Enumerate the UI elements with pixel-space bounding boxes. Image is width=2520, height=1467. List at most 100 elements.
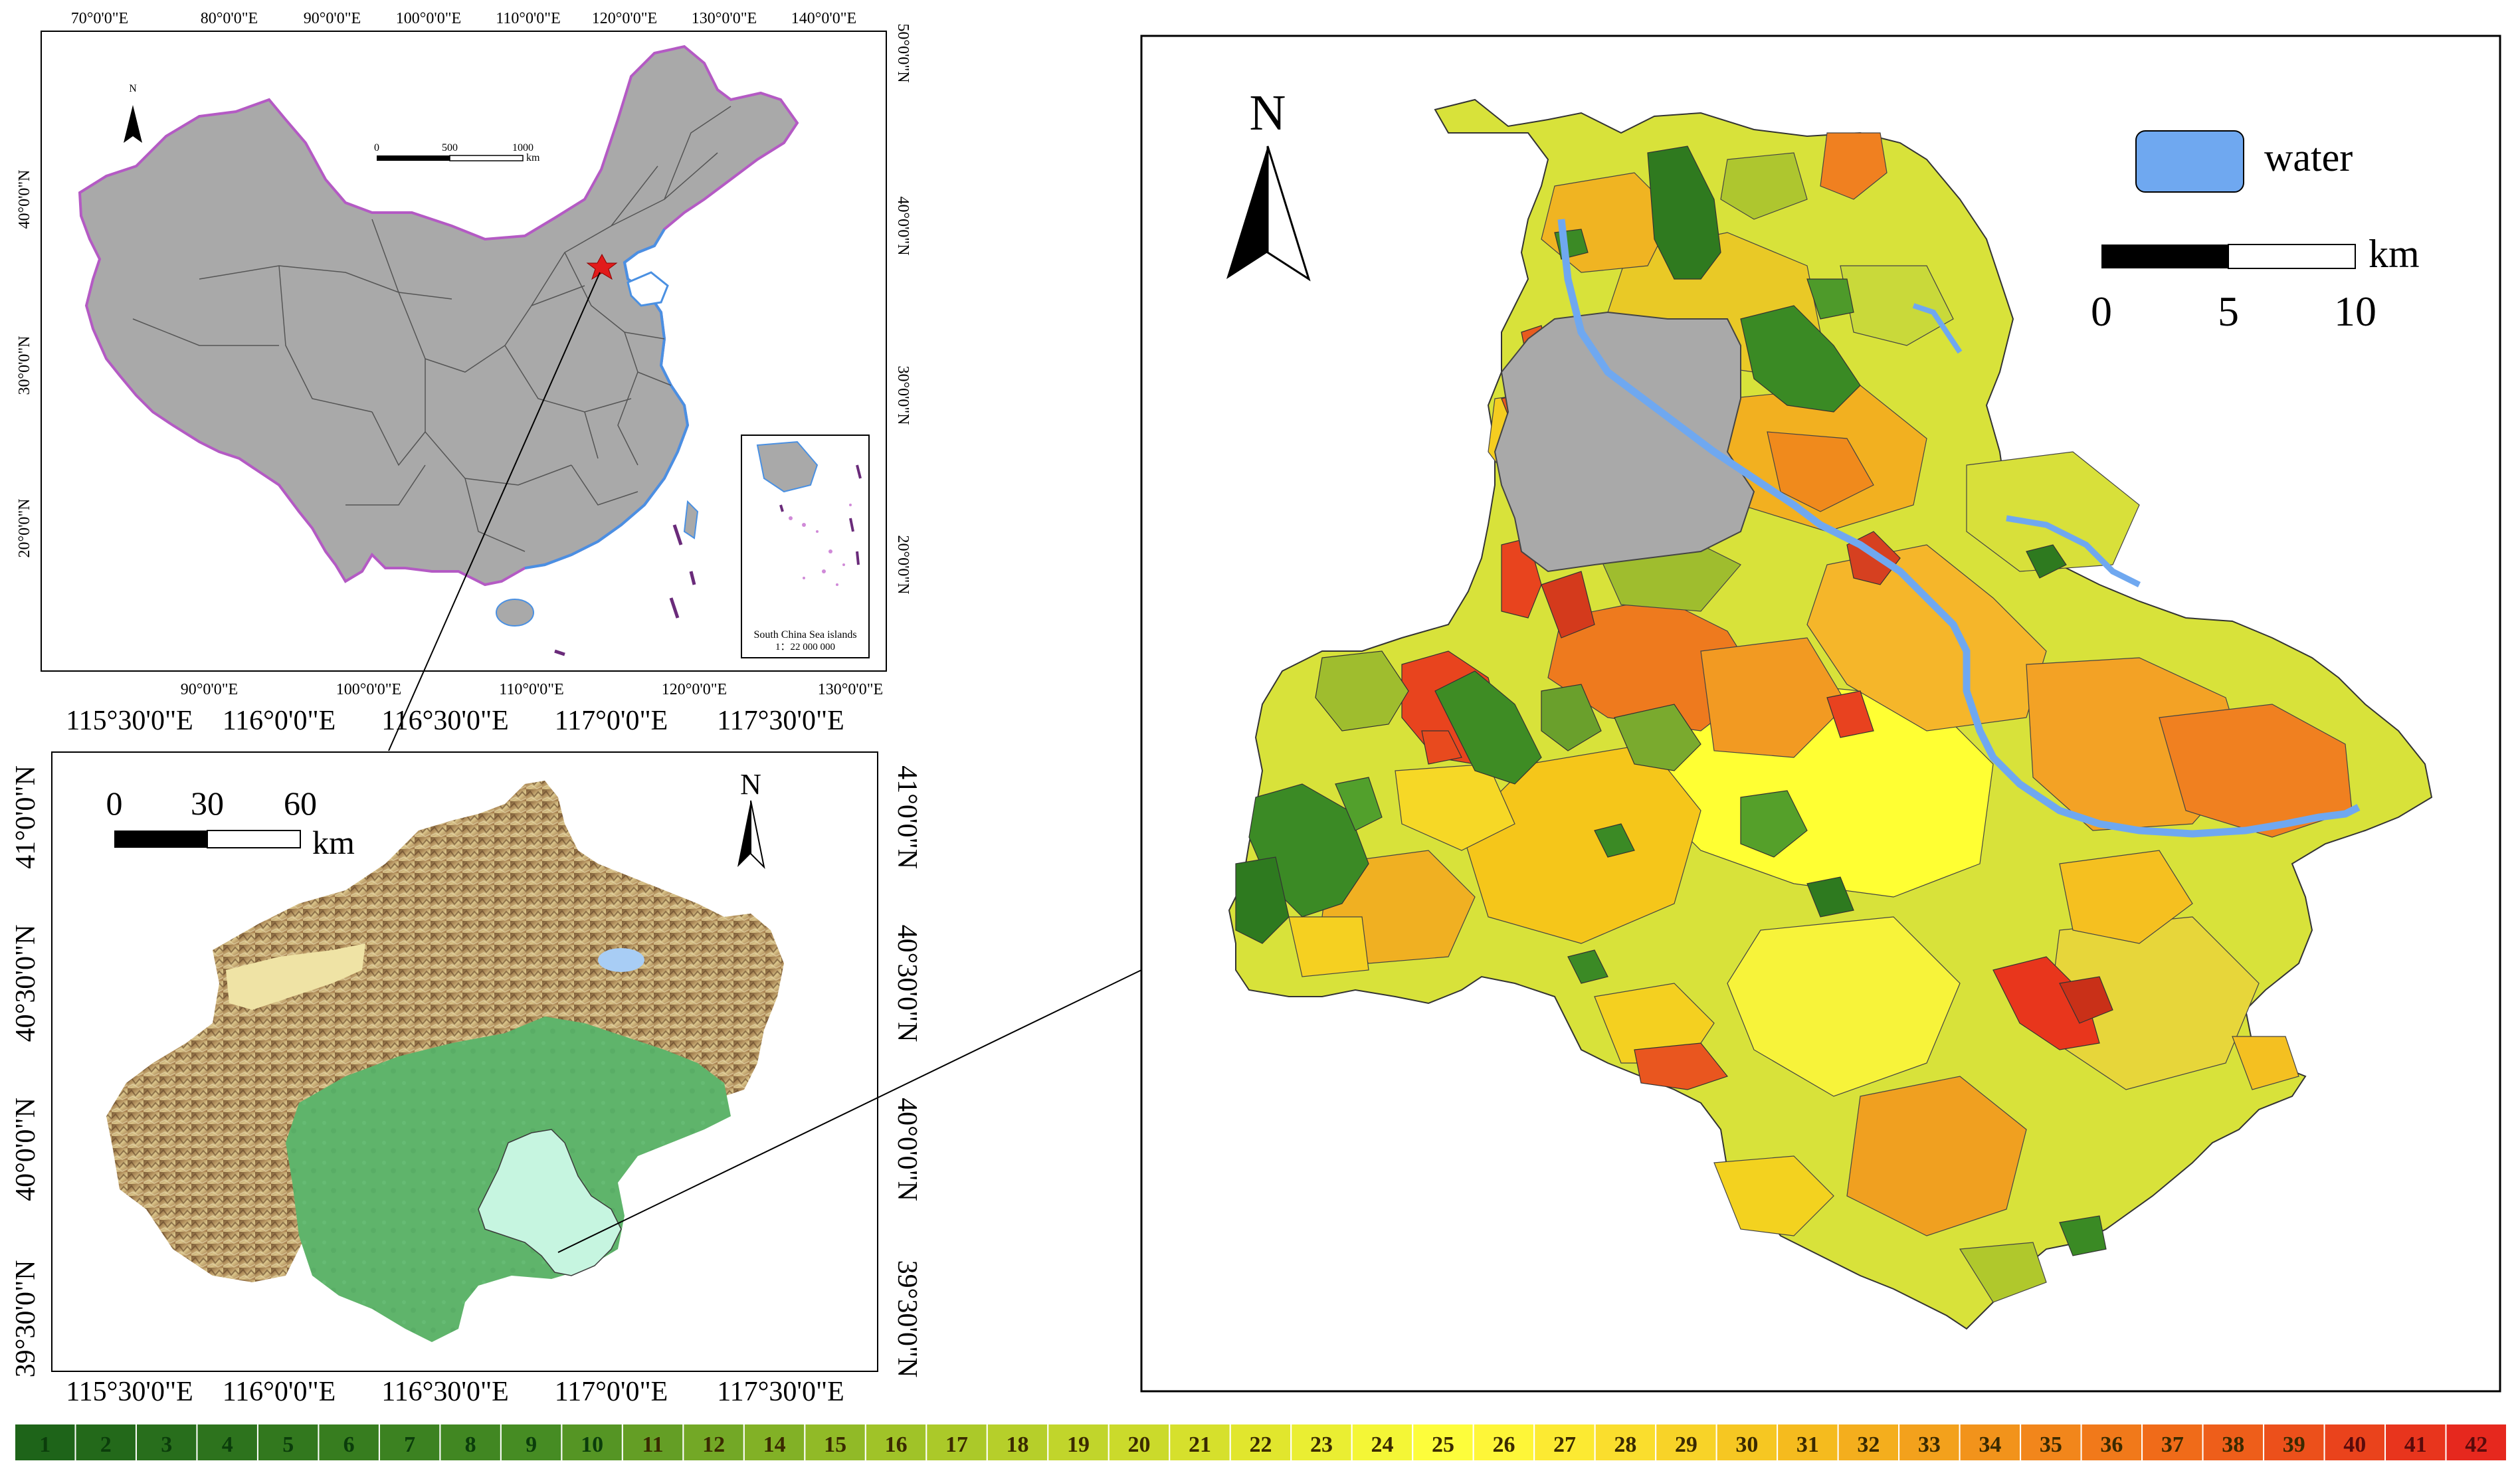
urban-built-up-area bbox=[1494, 311, 1755, 573]
svg-text:140°0'0"E: 140°0'0"E bbox=[791, 10, 856, 27]
colorbar-cell bbox=[2020, 1423, 2082, 1462]
colorbar-cell bbox=[1594, 1423, 1657, 1462]
colorbar-label: 32 bbox=[1857, 1432, 1880, 1457]
svg-text:500: 500 bbox=[442, 142, 458, 153]
province-boundaries bbox=[132, 106, 731, 552]
china-coastline bbox=[524, 228, 690, 569]
connector-beijing-detail bbox=[557, 969, 1142, 1253]
svg-text:116°0'0"E: 116°0'0"E bbox=[223, 1377, 336, 1407]
inset-scale: 1：22 000 000 bbox=[775, 642, 835, 652]
colorbar-label: 9 bbox=[526, 1432, 537, 1457]
colorbar-cell bbox=[1533, 1423, 1596, 1462]
svg-text:40°0'0"N: 40°0'0"N bbox=[894, 196, 912, 255]
colorbar-label: 41 bbox=[2404, 1432, 2427, 1457]
colorbar-label: 17 bbox=[945, 1432, 968, 1457]
colorbar-label: 38 bbox=[2222, 1432, 2244, 1457]
colorbar-label: 18 bbox=[1007, 1432, 1029, 1457]
svg-text:30°0'0"N: 30°0'0"N bbox=[894, 365, 912, 425]
colorbar-cell bbox=[1472, 1423, 1535, 1462]
yanqing-basin bbox=[226, 943, 365, 1010]
svg-text:80°0'0"E: 80°0'0"E bbox=[201, 10, 258, 27]
colorbar-label: 10 bbox=[581, 1432, 603, 1457]
colorbar-label: 4 bbox=[222, 1432, 233, 1457]
svg-text:116°30'0"E: 116°30'0"E bbox=[381, 706, 509, 736]
colorbar-cell bbox=[1047, 1423, 1110, 1462]
colorbar-label: 36 bbox=[2100, 1432, 2123, 1457]
svg-text:39°30'0"N: 39°30'0"N bbox=[892, 1260, 922, 1378]
beijing-top-lon-labels: 115°30'0"E 116°0'0"E 116°30'0"E 117°0'0"… bbox=[66, 706, 844, 736]
svg-text:50°0'0"N: 50°0'0"N bbox=[894, 23, 912, 82]
svg-text:115°30'0"E: 115°30'0"E bbox=[66, 706, 193, 736]
colorbar-label: 37 bbox=[2161, 1432, 2184, 1457]
colorbar-label: 26 bbox=[1492, 1432, 1515, 1457]
colorbar-cell bbox=[1169, 1423, 1231, 1462]
china-right-lat-labels: 50°0'0"N 40°0'0"N 30°0'0"N 20°0'0"N bbox=[894, 23, 912, 594]
colorbar-label: 24 bbox=[1371, 1432, 1393, 1457]
bohai-sea bbox=[627, 271, 669, 307]
china-left-lat-labels: 40°0'0"N 30°0'0"N 20°0'0"N bbox=[16, 169, 33, 557]
svg-text:70°0'0"E: 70°0'0"E bbox=[71, 10, 128, 27]
colorbar-cell bbox=[378, 1423, 441, 1462]
svg-text:km: km bbox=[312, 824, 355, 861]
colorbar-label: 16 bbox=[885, 1432, 908, 1457]
colorbar-cell bbox=[2080, 1423, 2143, 1462]
south-china-sea-inset: South China Sea islands 1：22 000 000 bbox=[741, 435, 870, 658]
beijing-north-arrow: N bbox=[737, 768, 765, 870]
beijing-location-marker bbox=[586, 253, 618, 280]
beijing-right-lat-labels: 41°0'0"N 40°30'0"N 40°0'0"N 39°30'0"N bbox=[892, 765, 922, 1377]
colorbar-label: 20 bbox=[1128, 1432, 1151, 1457]
svg-text:20°0'0"N: 20°0'0"N bbox=[16, 498, 33, 557]
svg-text:120°0'0"E: 120°0'0"E bbox=[662, 681, 727, 698]
svg-text:100°0'0"E: 100°0'0"E bbox=[336, 681, 401, 698]
svg-text:20°0'0"N: 20°0'0"N bbox=[894, 535, 912, 594]
china-north-arrow: N bbox=[124, 83, 142, 143]
colorbar-label: 42 bbox=[2465, 1432, 2487, 1457]
svg-text:41°0'0"N: 41°0'0"N bbox=[892, 765, 922, 869]
colorbar-label: 34 bbox=[1979, 1432, 2001, 1457]
colorbar-label: 23 bbox=[1310, 1432, 1333, 1457]
colorbar-label: 31 bbox=[1796, 1432, 1819, 1457]
svg-text:1000: 1000 bbox=[512, 142, 533, 153]
hainan-island bbox=[496, 599, 534, 627]
svg-text:40°0'0"N: 40°0'0"N bbox=[16, 169, 33, 229]
colorbar-label: 33 bbox=[1918, 1432, 1941, 1457]
detail-scale-bar: km 0 5 10 bbox=[2091, 232, 2420, 335]
colorbar-cell bbox=[743, 1423, 806, 1462]
svg-text:130°0'0"E: 130°0'0"E bbox=[818, 681, 883, 698]
svg-text:39°30'0"N: 39°30'0"N bbox=[11, 1260, 41, 1378]
svg-text:10: 10 bbox=[2334, 288, 2376, 335]
colorbar-label: 22 bbox=[1250, 1432, 1272, 1457]
svg-text:41°0'0"N: 41°0'0"N bbox=[11, 765, 41, 869]
colorbar-cell bbox=[1898, 1423, 1961, 1462]
china-bottom-lon-labels: 90°0'0"E 100°0'0"E 110°0'0"E 120°0'0"E 1… bbox=[181, 681, 883, 698]
china-scale-bar: 0 500 1000 km bbox=[374, 142, 540, 163]
svg-text:40°0'0"N: 40°0'0"N bbox=[11, 1098, 41, 1201]
colorbar-label: 39 bbox=[2283, 1432, 2305, 1457]
colorbar-label: 6 bbox=[343, 1432, 355, 1457]
connector-china-beijing bbox=[388, 272, 601, 751]
svg-text:40°30'0"N: 40°30'0"N bbox=[892, 925, 922, 1042]
colorbar-label: 2 bbox=[100, 1432, 112, 1457]
colorbar-label: 7 bbox=[404, 1432, 415, 1457]
tongzhou-detail-map: N water km 0 5 10 bbox=[1140, 35, 2501, 1393]
svg-text:40°0'0"N: 40°0'0"N bbox=[892, 1098, 922, 1201]
colorbar-label: 21 bbox=[1189, 1432, 1211, 1457]
class-colorbar: 1 2 3 4 5 6 7 8 9 10 11 12 14 15 16 17 18 19 20 21 22 23 24 25 2… bbox=[14, 1423, 2508, 1462]
water-legend-label: water bbox=[2264, 136, 2353, 179]
colorbar-label: 12 bbox=[702, 1432, 725, 1457]
svg-text:117°30'0"E: 117°30'0"E bbox=[717, 706, 844, 736]
beijing-scale-bar: 0 30 60 km bbox=[106, 785, 355, 861]
colorbar-label: 11 bbox=[642, 1432, 664, 1457]
colorbar-label: 29 bbox=[1675, 1432, 1697, 1457]
colorbar-cell bbox=[1351, 1423, 1414, 1462]
colorbar-cell bbox=[74, 1423, 137, 1462]
colorbar-cell bbox=[2445, 1423, 2508, 1462]
svg-text:100°0'0"E: 100°0'0"E bbox=[396, 10, 461, 27]
high-low-class-patches bbox=[1235, 146, 2113, 1256]
svg-text:km: km bbox=[2369, 232, 2420, 276]
colorbar-label: 8 bbox=[465, 1432, 476, 1457]
colorbar-label: 30 bbox=[1735, 1432, 1758, 1457]
colorbar-cell bbox=[1715, 1423, 1779, 1462]
svg-text:117°30'0"E: 117°30'0"E bbox=[717, 1377, 844, 1407]
